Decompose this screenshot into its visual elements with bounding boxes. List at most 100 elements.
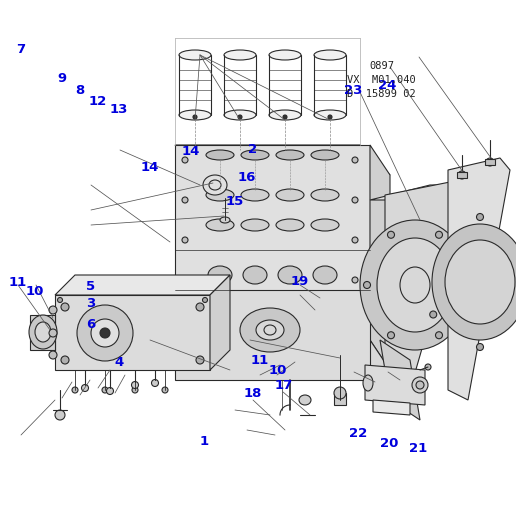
Text: 4: 4 (114, 356, 123, 369)
Polygon shape (175, 290, 370, 380)
Text: 10: 10 (268, 364, 287, 377)
Circle shape (238, 115, 242, 119)
Text: 9: 9 (57, 72, 67, 85)
Circle shape (328, 115, 332, 119)
Text: 13: 13 (109, 102, 128, 116)
Text: D  15899 02: D 15899 02 (347, 89, 416, 99)
Ellipse shape (224, 50, 256, 60)
Circle shape (352, 237, 358, 243)
Ellipse shape (35, 322, 51, 342)
Text: 2: 2 (248, 143, 257, 156)
Circle shape (106, 387, 114, 394)
Ellipse shape (416, 381, 424, 389)
Circle shape (61, 356, 69, 364)
Polygon shape (55, 295, 210, 370)
Ellipse shape (208, 266, 232, 284)
Circle shape (460, 281, 466, 288)
Text: 7: 7 (16, 43, 25, 56)
Polygon shape (373, 400, 410, 415)
Ellipse shape (363, 375, 373, 391)
Text: 14: 14 (182, 144, 200, 158)
Circle shape (182, 157, 188, 163)
Ellipse shape (100, 328, 110, 338)
Text: 23: 23 (344, 84, 363, 97)
Circle shape (388, 231, 395, 238)
Polygon shape (210, 275, 230, 370)
Polygon shape (30, 315, 55, 350)
Circle shape (61, 303, 69, 311)
Ellipse shape (206, 150, 234, 160)
Text: 15: 15 (225, 195, 244, 208)
Circle shape (102, 387, 108, 393)
Ellipse shape (269, 50, 301, 60)
Ellipse shape (77, 305, 133, 361)
Text: 3: 3 (86, 297, 95, 310)
Polygon shape (334, 393, 346, 405)
Circle shape (486, 158, 494, 166)
Circle shape (82, 384, 89, 391)
Circle shape (182, 317, 188, 323)
Circle shape (132, 387, 138, 393)
Ellipse shape (179, 50, 211, 60)
Circle shape (193, 115, 197, 119)
Polygon shape (365, 365, 425, 405)
Circle shape (55, 410, 65, 420)
Circle shape (196, 303, 204, 311)
Text: 0897: 0897 (369, 61, 394, 71)
Polygon shape (485, 159, 495, 165)
Ellipse shape (314, 50, 346, 60)
Text: 17: 17 (275, 379, 293, 392)
Circle shape (162, 387, 168, 393)
Circle shape (152, 380, 158, 386)
Ellipse shape (276, 150, 304, 160)
Ellipse shape (377, 238, 453, 332)
Circle shape (476, 213, 483, 221)
Ellipse shape (206, 219, 234, 231)
Ellipse shape (278, 266, 302, 284)
Circle shape (182, 277, 188, 283)
Circle shape (196, 356, 204, 364)
Polygon shape (448, 158, 510, 400)
Circle shape (430, 311, 437, 318)
Circle shape (388, 332, 395, 339)
Text: 8: 8 (75, 84, 85, 97)
Text: VX  M01.040: VX M01.040 (347, 75, 416, 85)
Circle shape (352, 157, 358, 163)
Circle shape (283, 115, 287, 119)
Ellipse shape (432, 224, 516, 340)
Ellipse shape (412, 377, 428, 393)
Circle shape (476, 344, 483, 350)
Text: 10: 10 (26, 285, 44, 298)
Text: 11: 11 (9, 276, 27, 289)
Circle shape (334, 387, 346, 399)
Circle shape (132, 381, 138, 388)
Text: 16: 16 (237, 171, 256, 184)
Ellipse shape (29, 315, 57, 349)
Ellipse shape (91, 319, 119, 347)
Circle shape (57, 298, 62, 303)
Polygon shape (380, 340, 420, 420)
Ellipse shape (269, 110, 301, 120)
Ellipse shape (276, 219, 304, 231)
Ellipse shape (314, 110, 346, 120)
Text: 19: 19 (290, 275, 309, 288)
Ellipse shape (311, 189, 339, 201)
Ellipse shape (243, 266, 267, 284)
Ellipse shape (360, 220, 470, 350)
Polygon shape (55, 275, 230, 295)
Ellipse shape (241, 150, 269, 160)
Text: 22: 22 (349, 427, 368, 440)
Ellipse shape (203, 175, 227, 195)
Circle shape (72, 387, 78, 393)
Circle shape (49, 351, 57, 359)
Circle shape (352, 277, 358, 283)
Text: 12: 12 (89, 95, 107, 108)
Ellipse shape (311, 219, 339, 231)
Ellipse shape (445, 240, 515, 324)
Text: 18: 18 (244, 387, 262, 400)
Text: 1: 1 (199, 434, 208, 448)
Ellipse shape (241, 189, 269, 201)
Circle shape (363, 281, 370, 288)
Ellipse shape (179, 110, 211, 120)
Ellipse shape (311, 150, 339, 160)
